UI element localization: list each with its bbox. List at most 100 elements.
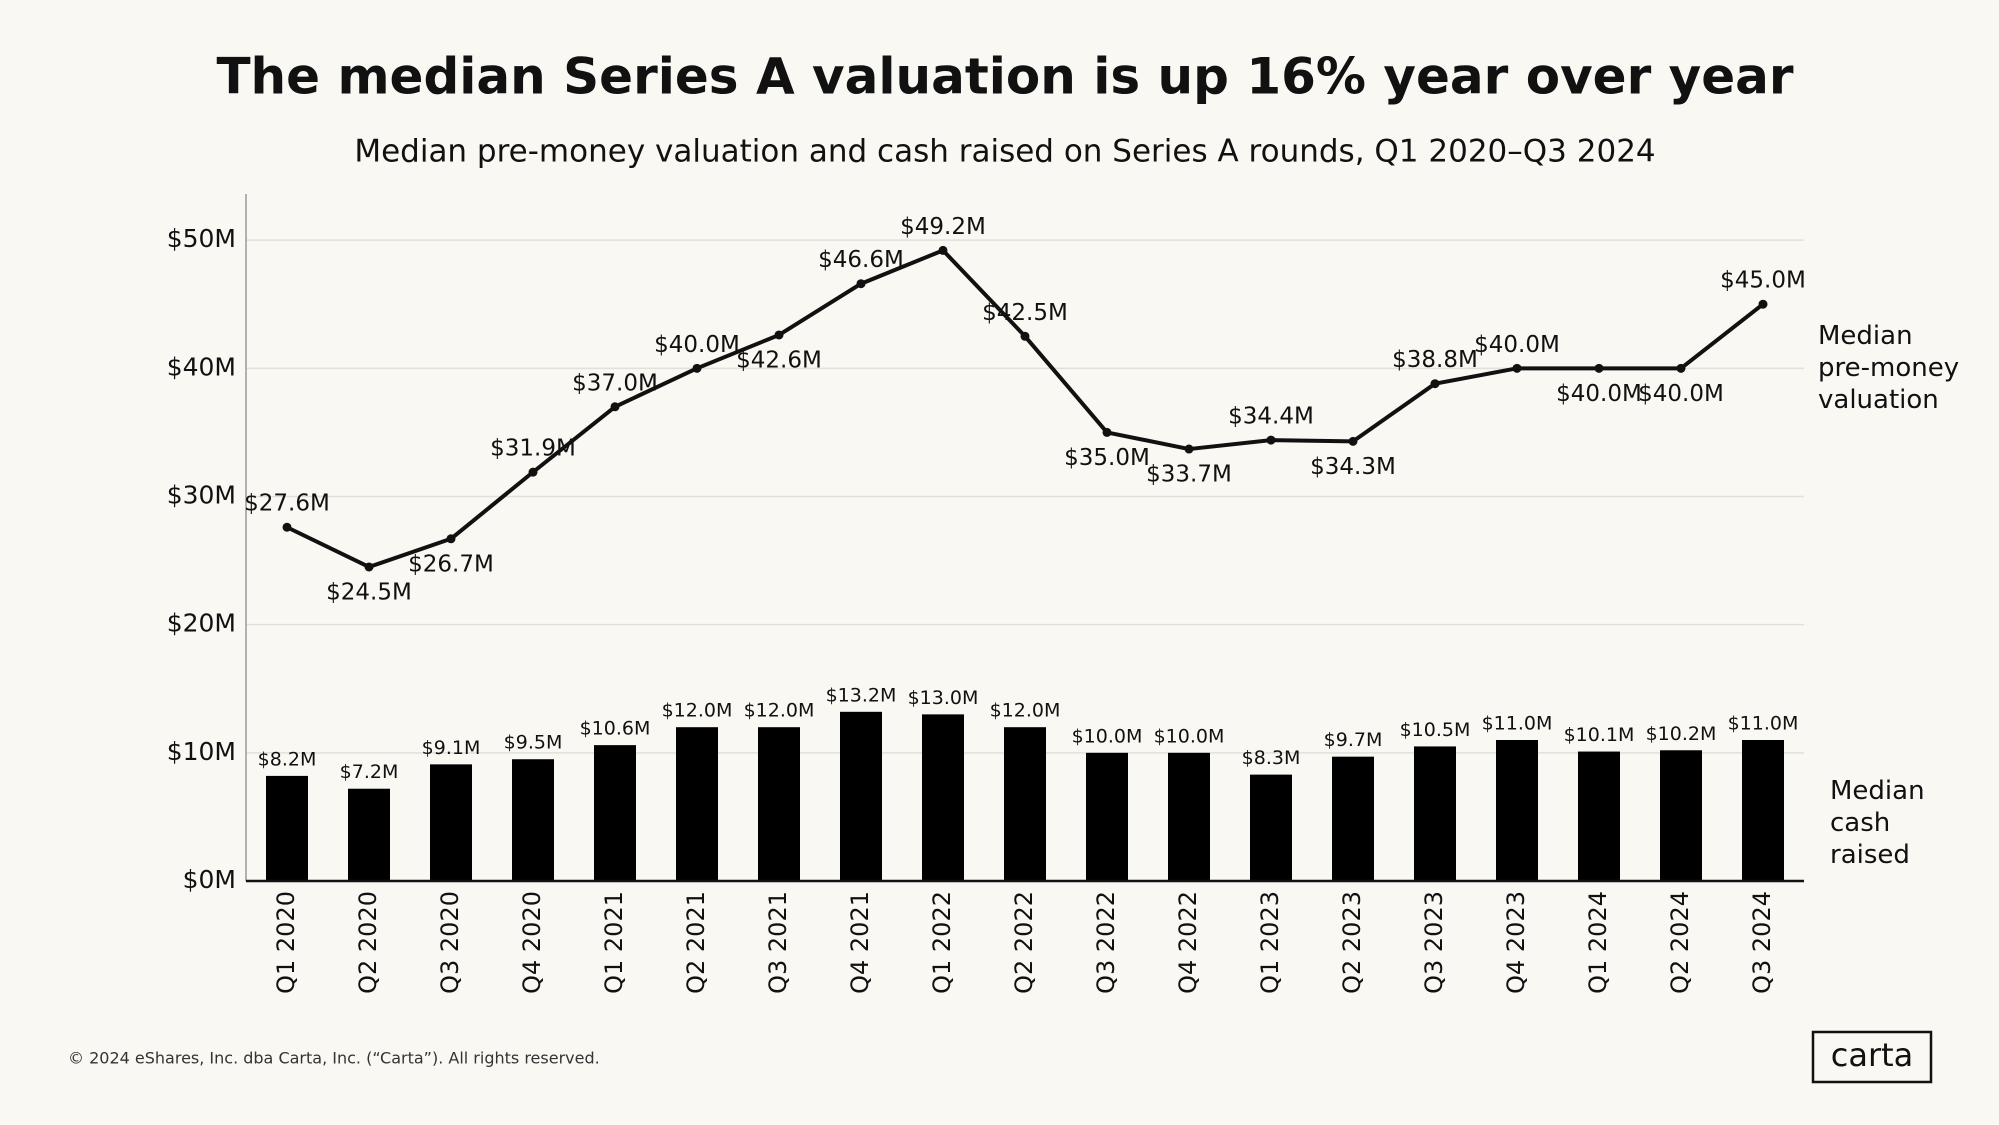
bar <box>348 788 390 881</box>
x-tick-label: Q4 2022 <box>1174 891 1202 994</box>
x-tick-label: Q2 2020 <box>354 891 382 994</box>
point-value-label: $42.6M <box>736 347 822 373</box>
point-value-label: $26.7M <box>408 551 494 577</box>
bar-value-label: $13.2M <box>826 684 897 706</box>
x-tick-label: Q3 2022 <box>1092 891 1120 994</box>
point <box>528 467 538 477</box>
point <box>938 245 948 255</box>
bar <box>512 759 554 881</box>
bar <box>430 764 472 881</box>
bar <box>1742 740 1784 881</box>
point <box>1594 363 1604 373</box>
x-tick-label: Q1 2023 <box>1256 891 1284 994</box>
bar-value-label: $9.7M <box>1324 729 1383 751</box>
point <box>1676 363 1686 373</box>
x-tick-label: Q3 2021 <box>764 891 792 994</box>
bar <box>594 745 636 881</box>
legend-entry: Median cash raised <box>1830 776 1925 870</box>
point-value-label: $40.0M <box>1474 332 1560 358</box>
bar <box>1004 727 1046 881</box>
bar-value-label: $10.0M <box>1154 725 1225 747</box>
point <box>610 402 620 412</box>
point-value-label: $31.9M <box>490 436 576 462</box>
point-value-label: $46.6M <box>818 247 904 273</box>
point-value-label: $35.0M <box>1064 445 1150 471</box>
x-tick-label: Q2 2022 <box>1010 891 1038 994</box>
chart-subtitle: Median pre-money valuation and cash rais… <box>354 134 1655 170</box>
point <box>1758 299 1768 309</box>
point <box>1184 444 1194 454</box>
x-tick-label: Q2 2024 <box>1666 891 1694 994</box>
bar <box>1250 774 1292 881</box>
bar <box>840 711 882 881</box>
bar <box>1578 751 1620 881</box>
bar-value-label: $8.3M <box>1242 747 1301 769</box>
point-value-label: $40.0M <box>1638 381 1724 407</box>
x-tick-label: Q1 2022 <box>928 891 956 994</box>
bar-value-label: $10.0M <box>1072 725 1143 747</box>
bar-value-label: $9.5M <box>504 732 563 754</box>
line <box>286 248 1765 569</box>
bar-value-label: $10.2M <box>1646 723 1717 745</box>
bar-value-label: $10.5M <box>1400 719 1471 741</box>
point <box>1266 435 1276 445</box>
bar-value-label: $9.1M <box>422 737 481 759</box>
x-tick-label: Q1 2021 <box>600 891 628 994</box>
point <box>1348 436 1358 446</box>
point-value-label: $27.6M <box>244 491 330 517</box>
bar <box>266 775 308 881</box>
point-value-label: $40.0M <box>654 332 740 358</box>
y-tick-label: $30M <box>167 480 236 509</box>
x-tick-label: Q3 2023 <box>1420 891 1448 994</box>
y-tick-label: $20M <box>167 609 236 638</box>
point-value-label: $38.8M <box>1392 347 1478 373</box>
bar <box>758 727 800 881</box>
point <box>1102 427 1112 437</box>
bar-value-label: $11.0M <box>1482 713 1553 735</box>
y-tick-label: $50M <box>167 224 236 253</box>
x-tick-label: Q2 2021 <box>682 891 710 994</box>
bar-value-label: $12.0M <box>662 700 733 722</box>
bar <box>1332 756 1374 881</box>
bar <box>1168 752 1210 881</box>
point-value-label: $42.5M <box>982 300 1068 326</box>
point <box>282 522 292 532</box>
y-tick-label: $40M <box>167 352 236 381</box>
point-value-label: $34.3M <box>1310 454 1396 480</box>
bar-value-label: $12.0M <box>990 700 1061 722</box>
point <box>774 330 784 340</box>
point-value-label: $24.5M <box>326 579 412 605</box>
bar-value-label: $10.6M <box>580 718 651 740</box>
legend-entry: Median pre-money valuation <box>1818 321 1960 415</box>
y-tick-label: $0M <box>183 865 236 894</box>
footer: © 2024 eShares, Inc. dba Carta, Inc. (“C… <box>68 1049 600 1068</box>
x-tick-label: Q4 2023 <box>1502 891 1530 994</box>
x-tick-label: Q4 2020 <box>518 891 546 994</box>
y-tick-label: $10M <box>167 737 236 766</box>
bar <box>922 714 964 881</box>
point-value-label: $40.0M <box>1556 381 1642 407</box>
x-tick-label: Q1 2024 <box>1584 891 1612 994</box>
x-tick-label: Q1 2020 <box>272 891 300 994</box>
bar <box>1496 740 1538 881</box>
bar <box>1414 746 1456 881</box>
bar <box>1660 750 1702 881</box>
x-tick-label: Q3 2024 <box>1748 891 1776 994</box>
bar-value-label: $11.0M <box>1728 713 1799 735</box>
bar <box>1086 752 1128 881</box>
bar <box>676 727 718 881</box>
point-value-label: $45.0M <box>1720 268 1806 294</box>
x-tick-label: Q2 2023 <box>1338 891 1366 994</box>
point <box>1020 331 1030 341</box>
x-tick-label: Q4 2021 <box>846 891 874 994</box>
bar-value-label: $13.0M <box>908 687 979 709</box>
point-value-label: $34.4M <box>1228 404 1314 430</box>
x-tick-label: Q3 2020 <box>436 891 464 994</box>
legend-label: Median pre-money valuation <box>1818 321 1960 415</box>
point <box>364 562 374 572</box>
bar-value-label: $8.2M <box>258 748 317 770</box>
logo: carta <box>1831 1036 1914 1074</box>
legend-label: Median cash raised <box>1830 776 1925 870</box>
point-value-label: $37.0M <box>572 370 658 396</box>
